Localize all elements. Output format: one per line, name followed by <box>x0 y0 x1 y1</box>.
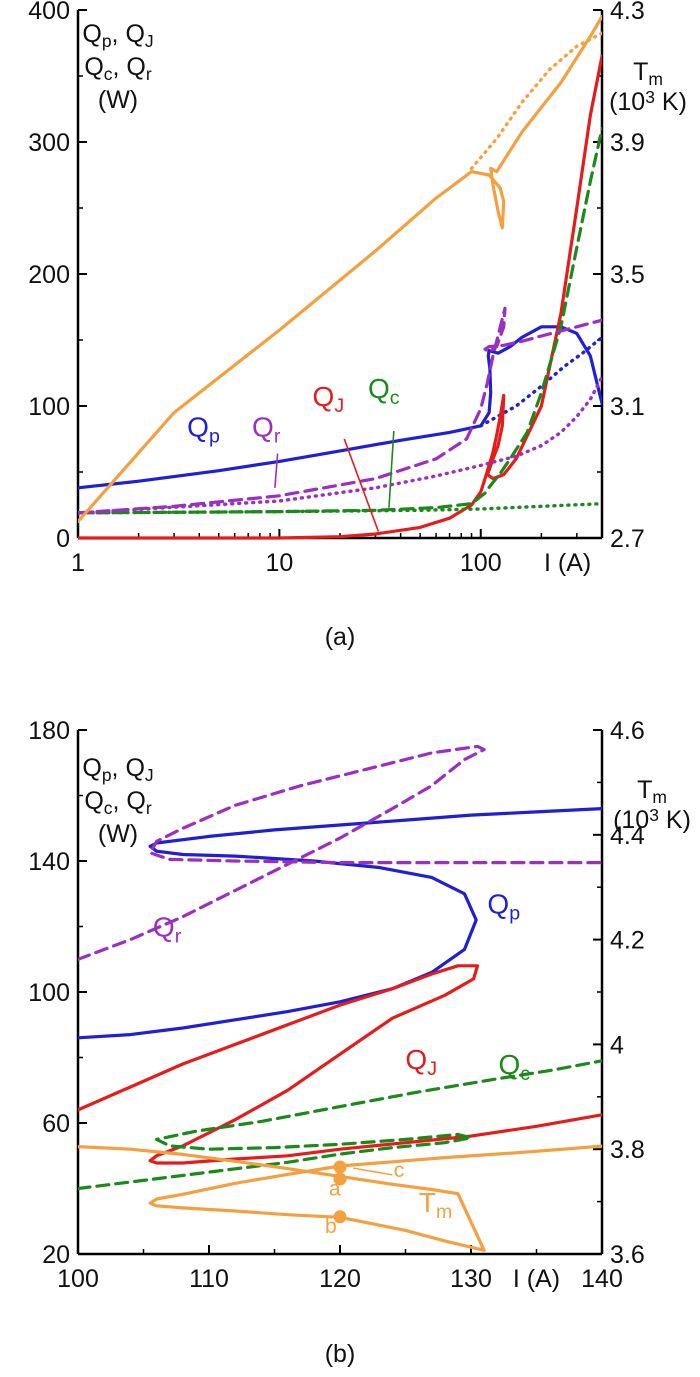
series-qp <box>78 807 602 1040</box>
point-label-b: b <box>325 1215 337 1238</box>
label-leader <box>274 453 279 488</box>
y-tick-label: 200 <box>28 261 70 289</box>
y2-tick-label: 3.5 <box>610 261 645 289</box>
label-leader <box>388 431 395 508</box>
point-c <box>333 1160 347 1174</box>
y2-tick-label: 3.1 <box>610 393 645 421</box>
curve-label-qp: Qp <box>187 411 220 447</box>
panel-a: 0 100 200 300 400 2.7 3.1 3.5 3.9 4.3 1 10 100 I (A) Q… <box>28 0 687 651</box>
curve-label-qj: QJ <box>313 381 345 417</box>
curve-label-qr: Qr <box>252 411 281 447</box>
y2-tick-label: 4.4 <box>610 822 645 850</box>
point-label-c: c <box>394 1159 405 1182</box>
x-tick-label: 100 <box>57 1265 99 1293</box>
y-tick-label: 60 <box>42 1110 70 1138</box>
x-tick-label: 130 <box>450 1265 492 1293</box>
x-tick-label: 140 <box>581 1265 623 1293</box>
y2-axis-title-line: (103 K) <box>609 87 687 116</box>
series-qr <box>78 306 602 515</box>
x-tick-label: 100 <box>460 549 502 577</box>
point-b <box>333 1210 347 1224</box>
y-axis-title-line: Qp, QJ <box>82 20 153 51</box>
x-axis-title: I (A) <box>544 549 591 577</box>
x-axis-title: I (A) <box>513 1265 560 1293</box>
y-axis-title-line: Qc, Qr <box>84 787 152 818</box>
y-axis-title-line: (W) <box>98 86 138 114</box>
y-tick-label: 0 <box>56 525 70 553</box>
series-qc <box>78 1059 602 1191</box>
y2-tick-label: 4.3 <box>610 0 645 25</box>
y2-tick-label: 4.6 <box>610 717 645 745</box>
panel-caption: (b) <box>325 1340 356 1368</box>
curve-label-qp: Qp <box>487 888 520 924</box>
y-tick-label: 100 <box>28 393 70 421</box>
y2-tick-label: 2.7 <box>610 525 645 553</box>
panel-b: 20 60 100 140 180 3.6 3.8 4 4.2 4.4 4.6 100 110 120 13… <box>28 717 691 1368</box>
y-tick-label: 300 <box>28 129 70 157</box>
point-a <box>333 1172 347 1186</box>
x-tick-label: 120 <box>319 1265 361 1293</box>
series-tm <box>78 1144 602 1252</box>
curve-label-qr: Qr <box>153 911 182 947</box>
series-qc <box>78 127 602 515</box>
y2-tick-label: 4 <box>610 1031 624 1059</box>
y-tick-label: 180 <box>28 717 70 745</box>
series-qr-stable-branch <box>78 375 602 515</box>
y2-tick-label: 3.8 <box>610 1136 645 1164</box>
y-tick-label: 20 <box>42 1241 70 1269</box>
y2-axis-title-line: Tm <box>637 776 667 807</box>
series-tm <box>78 15 602 524</box>
y-axis-title-line: Qc, Qr <box>84 53 152 84</box>
series-qc-stable-branch <box>78 502 602 515</box>
y-axis-title-line: (W) <box>98 820 138 848</box>
y2-tick-label: 4.2 <box>610 927 645 955</box>
series-group <box>78 15 602 540</box>
x-tick-label: 10 <box>265 549 293 577</box>
series-qj <box>78 54 602 540</box>
point-label-a: a <box>329 1177 341 1200</box>
series-qj <box>78 964 602 1165</box>
curve-label-qc: Qc <box>368 373 400 409</box>
x-tick-label: 1 <box>71 549 85 577</box>
y-axis-title-line: Qp, QJ <box>82 754 153 785</box>
y2-axis-title-line: (103 K) <box>613 805 691 834</box>
curve-label-qj: QJ <box>405 1044 437 1080</box>
y2-axis-title-line: Tm <box>633 58 663 89</box>
curve-label-qc: Qc <box>498 1049 530 1085</box>
series-qr <box>78 744 602 961</box>
y2-tick-label: 3.9 <box>610 129 645 157</box>
series-group <box>78 744 602 1252</box>
y-tick-label: 140 <box>28 848 70 876</box>
series-qp-stable-branch <box>479 335 602 428</box>
label-leader <box>343 438 380 532</box>
panel-caption: (a) <box>325 623 356 651</box>
y-tick-label: 100 <box>28 979 70 1007</box>
y-tick-label: 400 <box>28 0 70 25</box>
point-leader <box>352 1167 393 1176</box>
series-tm-stable-branch <box>469 31 602 171</box>
curve-label-tm: Tm <box>419 1187 452 1223</box>
y2-tick-label: 3.6 <box>610 1241 645 1269</box>
x-tick-label: 110 <box>189 1265 229 1293</box>
